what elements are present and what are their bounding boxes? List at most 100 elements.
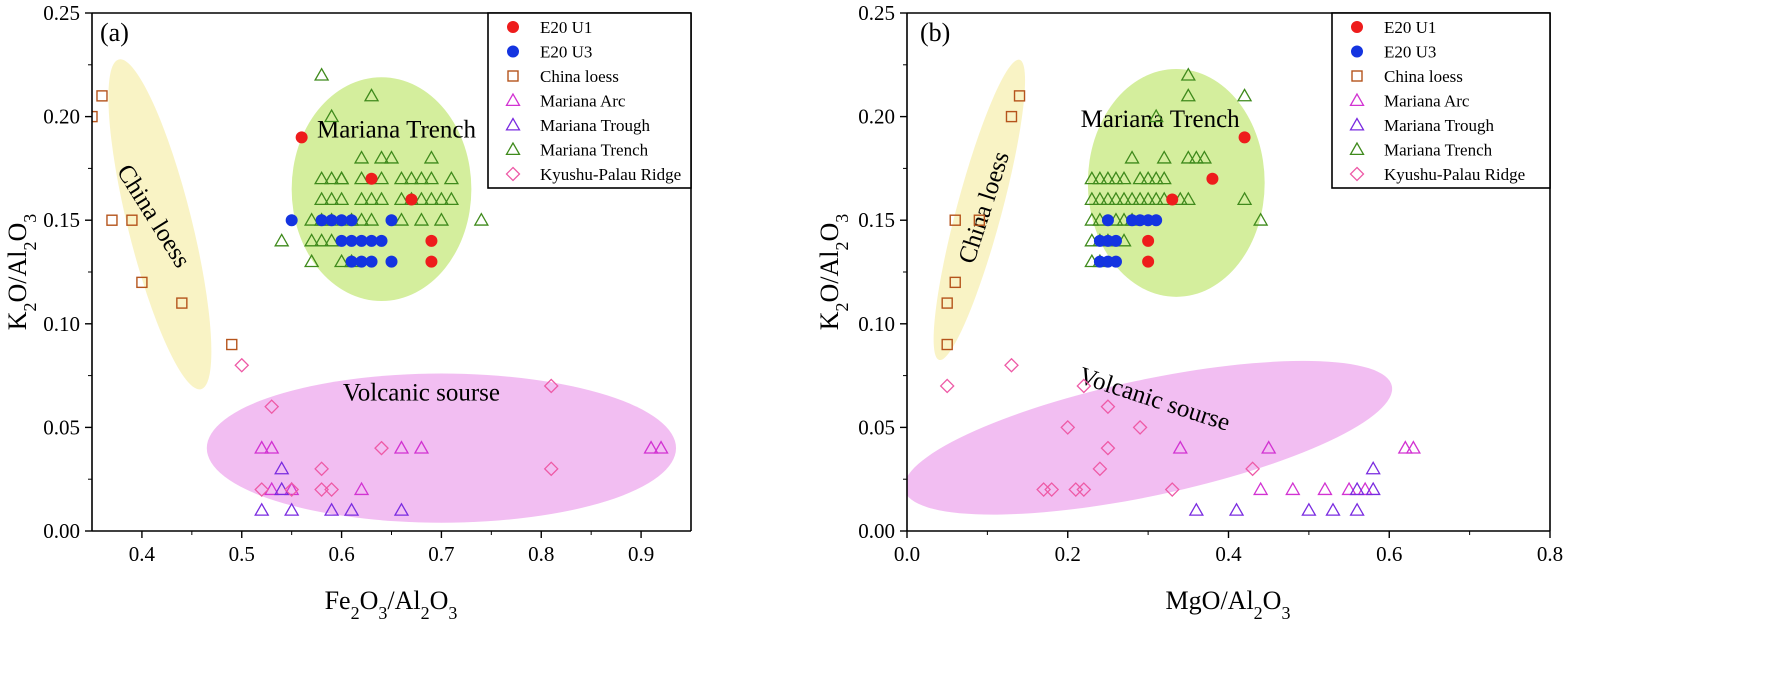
data-point-kpr (1132, 419, 1148, 435)
panel-label: (a) (100, 18, 129, 47)
data-point-kpr (939, 378, 955, 394)
data-point-loess (226, 338, 238, 351)
x-tick-label: 0.2 (1055, 542, 1081, 566)
legend: E20 U1 E20 U3 China loess Mariana Arc Marian… (1331, 12, 1551, 189)
data-point-trench (333, 253, 350, 268)
data-point-u3 (315, 214, 328, 227)
data-point-trench (353, 150, 370, 164)
legend-label-kpr: Kyushu-Palau Ridge (540, 165, 681, 184)
legend-marker-kpr (505, 166, 521, 182)
data-point-trench (323, 191, 340, 206)
data-point-trench (1188, 150, 1204, 164)
data-point-u3 (335, 234, 348, 247)
legend-label-loess: China loess (1384, 67, 1463, 86)
data-point-trench (363, 191, 380, 206)
data-point-trench (443, 170, 460, 185)
x-tick-label: 0.6 (1376, 542, 1402, 566)
legend-label-u3: E20 U3 (1384, 43, 1436, 62)
data-point-trench (413, 170, 430, 185)
data-point-arc (1405, 440, 1421, 454)
data-point-trench (1148, 170, 1164, 185)
data-point-trench (304, 253, 320, 268)
data-point-u3 (325, 214, 338, 227)
data-point-trough (1325, 502, 1341, 516)
data-point-trench (1116, 191, 1132, 206)
data-point-trench (304, 233, 320, 247)
volcanic-region (907, 360, 1393, 515)
legend-marker-kpr (1349, 166, 1365, 182)
data-point-u1 (425, 234, 438, 247)
data-point-trough (393, 502, 410, 516)
data-point-trench (373, 191, 390, 206)
data-point-trench (313, 67, 330, 81)
y-tick-label: 0.25 (43, 1, 80, 25)
data-point-trench (353, 191, 370, 206)
legend-label-loess: China loess (540, 67, 619, 86)
data-point-trench (1132, 170, 1148, 185)
data-point-trench (1140, 170, 1156, 185)
data-point-trough (1365, 481, 1381, 496)
data-point-trench (1116, 170, 1132, 185)
data-point-trench (383, 150, 400, 164)
data-point-trough (1349, 502, 1365, 516)
data-point-trench (1132, 191, 1148, 206)
loess-region (933, 59, 1026, 361)
x-axis-label: Fe2O3/Al2O3 (325, 586, 458, 623)
legend-marker-arc (505, 92, 521, 107)
data-point-trench (274, 233, 290, 247)
data-point-arc (1317, 481, 1333, 496)
data-point-trench (1084, 170, 1100, 185)
data-points (939, 67, 1421, 516)
data-point-u3 (365, 255, 378, 268)
data-point-kpr (1060, 419, 1076, 435)
y-tick-label: 0.25 (858, 1, 895, 25)
data-point-trench (413, 191, 430, 206)
data-point-trench (1084, 212, 1100, 226)
data-point-trench (1148, 191, 1164, 206)
legend-label-u1: E20 U1 (540, 18, 592, 37)
y-tick-label: 0.20 (858, 105, 895, 129)
legend: E20 U1 E20 U3 China loess Mariana Arc Marian… (487, 12, 692, 189)
data-point-trench (373, 150, 390, 164)
data-point-trough (1349, 481, 1365, 496)
data-point-kpr (254, 482, 270, 497)
data-point-u1 (425, 255, 438, 268)
legend-marker-u1 (507, 21, 519, 33)
data-point-arc (264, 440, 280, 454)
data-point-trench (393, 170, 410, 185)
data-point-trench (433, 191, 450, 206)
data-point-trench (1108, 191, 1124, 206)
data-point-trench (1140, 191, 1156, 206)
data-point-trough (284, 502, 300, 516)
legend-box (487, 12, 692, 189)
data-point-loess (136, 276, 148, 289)
data-point-kpr (1164, 482, 1180, 497)
data-point-u3 (345, 214, 358, 227)
data-point-arc (264, 481, 280, 496)
data-point-trough (254, 502, 270, 516)
data-point-kpr (1004, 357, 1019, 373)
data-point-kpr (1245, 461, 1261, 477)
data-points (92, 67, 669, 516)
data-point-trench (313, 233, 330, 247)
data-point-trench (393, 191, 410, 206)
data-point-kpr (543, 378, 559, 394)
data-point-trench (1236, 88, 1253, 102)
y-tick-label: 0.00 (43, 519, 80, 543)
data-point-trench (1148, 108, 1164, 123)
data-point-trough (1188, 502, 1204, 516)
data-point-loess (973, 214, 986, 226)
data-point-u3 (385, 255, 398, 268)
data-point-u3 (345, 234, 358, 247)
data-point-trench (403, 170, 420, 185)
y-tick-label: 0.05 (858, 415, 895, 439)
data-point-trench (323, 233, 340, 247)
data-point-arc (1253, 481, 1269, 496)
legend-marker-loess (507, 70, 519, 82)
data-point-trench (1180, 150, 1196, 164)
data-point-trench (1108, 170, 1124, 185)
data-point-loess (126, 214, 138, 226)
data-point-u3 (345, 255, 358, 268)
data-point-arc (353, 481, 370, 496)
